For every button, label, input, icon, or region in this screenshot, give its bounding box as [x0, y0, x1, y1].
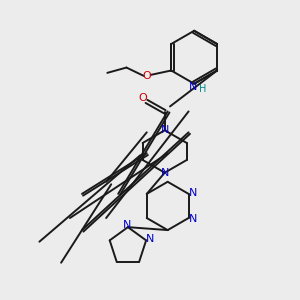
Text: O: O: [139, 93, 147, 103]
Text: N: N: [189, 82, 197, 92]
Text: O: O: [143, 71, 152, 81]
Text: N: N: [189, 188, 197, 198]
Text: N: N: [189, 214, 197, 224]
Text: H: H: [199, 84, 206, 94]
Text: N: N: [123, 220, 131, 230]
Text: N: N: [160, 168, 169, 178]
Text: N: N: [146, 234, 154, 244]
Text: N: N: [160, 125, 169, 135]
